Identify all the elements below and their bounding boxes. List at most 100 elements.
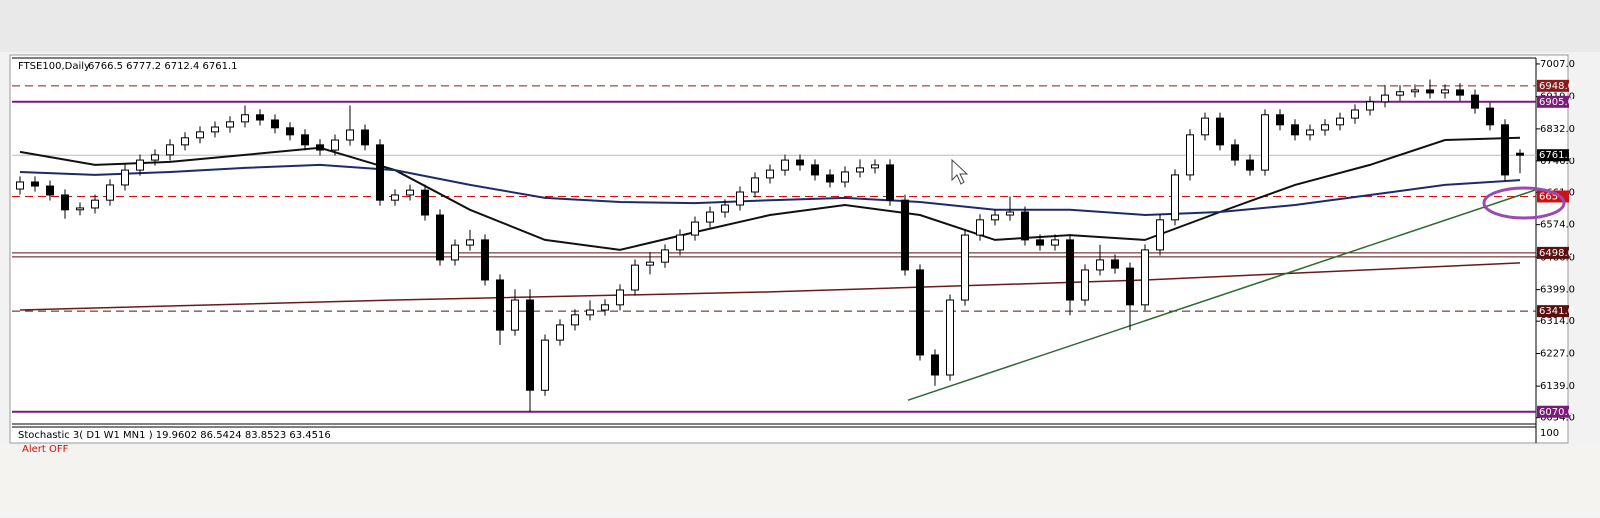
- candle-body: [481, 239, 489, 281]
- candle-body: [796, 159, 804, 166]
- candle-body: [916, 269, 924, 356]
- candle-body: [586, 309, 594, 316]
- candle-body: [1111, 259, 1119, 269]
- candle-body: [811, 164, 819, 176]
- candle-body: [136, 159, 144, 171]
- candle-body: [1186, 134, 1194, 176]
- candle-body: [1171, 174, 1179, 221]
- mouse-cursor: [951, 158, 969, 185]
- candle-body: [976, 219, 984, 236]
- candle-body: [316, 144, 324, 151]
- candle-body: [676, 234, 684, 251]
- level-label-box: [1537, 405, 1569, 418]
- candle-body: [196, 131, 204, 139]
- candle-body: [46, 185, 54, 196]
- candle-body: [1351, 109, 1359, 119]
- candle-body: [1366, 101, 1374, 111]
- level-label-box: [1537, 95, 1569, 108]
- overlay-line: [19, 136, 1521, 251]
- candle-body: [1336, 117, 1344, 126]
- candle-body: [76, 207, 84, 211]
- candle-body: [1411, 89, 1419, 93]
- candle-body: [1276, 114, 1284, 126]
- candle-body: [16, 181, 24, 190]
- candle-body: [271, 119, 279, 129]
- candle-body: [1231, 144, 1239, 161]
- chart-frame: [9, 54, 1569, 444]
- candle-body: [556, 324, 564, 341]
- overlay-line: [19, 163, 1521, 217]
- candle-body: [1396, 91, 1404, 96]
- candle-body: [706, 211, 714, 223]
- indicator-text: Stochastic 3( D1 W1 MN1 ) 19.9602 86.542…: [18, 430, 331, 441]
- overlay-line: [19, 262, 1521, 311]
- candle-body: [1456, 89, 1464, 96]
- bottom-area: [0, 446, 1600, 514]
- candle-body: [961, 234, 969, 301]
- candle-body: [436, 214, 444, 261]
- candle-body: [361, 129, 369, 146]
- level-label-box: [1537, 79, 1569, 92]
- candle-body: [856, 167, 864, 173]
- candle-body: [511, 299, 519, 331]
- candle-body: [691, 221, 699, 236]
- y-tick-label: 6832.0: [1540, 124, 1575, 135]
- candle-body: [526, 299, 534, 391]
- candle-body: [211, 126, 219, 133]
- candle-body: [301, 134, 309, 146]
- candle-body: [1216, 117, 1224, 146]
- candle-body: [106, 184, 114, 201]
- candle-body: [31, 181, 39, 187]
- candle-body: [616, 289, 624, 306]
- candle-body: [841, 171, 849, 183]
- candle-body: [1081, 269, 1089, 301]
- candle-body: [421, 189, 429, 216]
- candle-body: [571, 314, 579, 326]
- indicator-scale: 100: [1540, 428, 1559, 439]
- level-label-box: [1537, 190, 1569, 203]
- candle-body: [1261, 114, 1269, 171]
- y-tick-label: 6139.0: [1540, 381, 1575, 392]
- candle-body: [391, 194, 399, 201]
- level-label-box: [1537, 305, 1569, 318]
- candle-body: [331, 139, 339, 151]
- candle-body: [661, 249, 669, 263]
- candle-body: [346, 129, 354, 141]
- candle-body: [1141, 249, 1149, 306]
- ohlc-text: 6766.5 6777.2 6712.4 6761.1: [88, 61, 238, 72]
- y-tick-label: 7007.0: [1540, 59, 1575, 70]
- y-tick-label: 6054.0: [1540, 413, 1575, 424]
- candle-body: [721, 204, 729, 213]
- candle-body: [601, 304, 609, 311]
- plot: 7007.06919.06832.06746.06661.06574.06486…: [12, 59, 1575, 424]
- level-label: 6905.0: [1539, 97, 1574, 108]
- candle-body: [1501, 124, 1509, 176]
- level-label: 6948.0: [1539, 81, 1574, 92]
- level-label-box: [1537, 149, 1569, 162]
- candle-body: [466, 239, 474, 246]
- candle-body: [751, 177, 759, 193]
- candle-body: [406, 189, 414, 196]
- candle-body: [646, 261, 654, 266]
- candle-body: [931, 354, 939, 376]
- candle-body: [826, 174, 834, 183]
- candle-body: [1006, 211, 1014, 216]
- candle-body: [1126, 267, 1134, 306]
- level-label: 6761.1: [1539, 150, 1574, 161]
- y-tick-label: 6746.0: [1540, 156, 1575, 167]
- candle-body: [286, 127, 294, 136]
- level-label: 6498.0: [1539, 248, 1574, 259]
- candle-body: [451, 244, 459, 261]
- y-tick-label: 6574.0: [1540, 220, 1575, 231]
- candle-body: [886, 164, 894, 201]
- y-tick-label: 6227.0: [1540, 348, 1575, 359]
- candle-body: [1306, 129, 1314, 136]
- level-label-box: [1537, 246, 1569, 259]
- candle-body: [181, 137, 189, 146]
- candle-body: [1096, 259, 1104, 271]
- candle-body: [121, 169, 129, 186]
- y-tick-label: 6314.0: [1540, 316, 1575, 327]
- chart-title: FTSE100,Daily: [18, 61, 90, 72]
